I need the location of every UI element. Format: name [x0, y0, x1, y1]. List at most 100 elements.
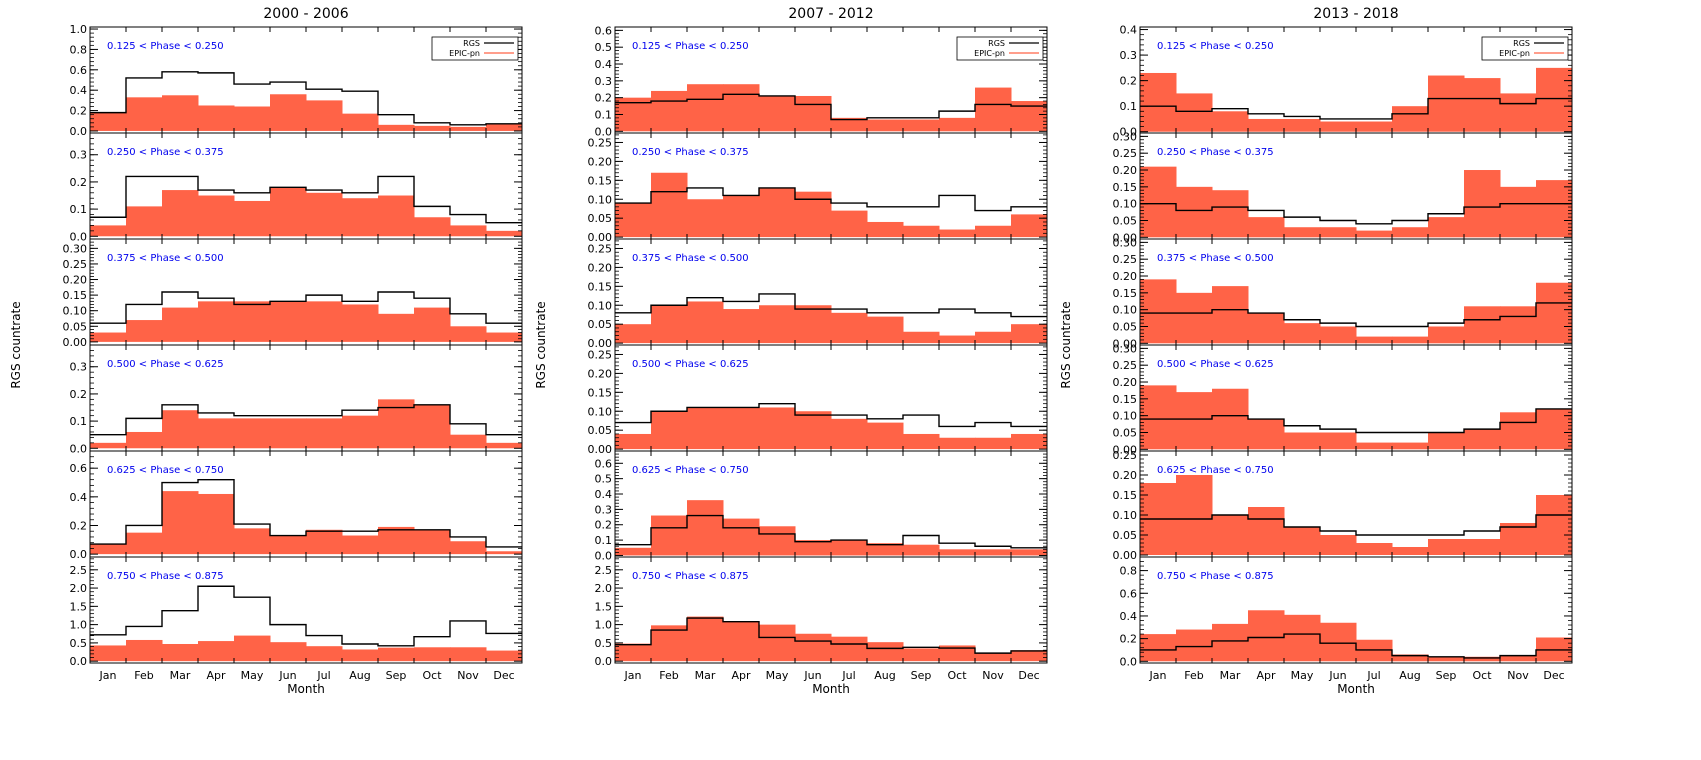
chart-grid: 2000 - 2006 RGS countrate 0.0 0.2 0.4 0.6 0.8 1… — [9, 6, 1573, 696]
legend-label-rgs: RGS — [463, 39, 480, 48]
epic-bar — [162, 410, 199, 449]
epic-bar — [1248, 610, 1285, 662]
y-tick-label: 0.5 — [70, 637, 88, 650]
epic-bar — [939, 645, 976, 662]
y-tick-label: 0.10 — [63, 305, 88, 318]
epic-bar — [687, 500, 724, 556]
epic-bar — [867, 422, 904, 450]
epic-bar — [162, 190, 199, 237]
rgs-step-line — [1140, 633, 1572, 659]
legend-label-epic: EPIC-pn — [449, 49, 480, 58]
epic-bar — [486, 230, 523, 237]
epic-bar — [1428, 75, 1465, 132]
epic-bar — [651, 172, 688, 238]
y-tick-label: 0.1 — [70, 415, 88, 428]
y-tick-label: 0.0 — [70, 442, 88, 455]
epic-bar — [723, 309, 760, 344]
epic-bar — [831, 117, 868, 132]
epic-bar — [270, 187, 307, 237]
epic-bar — [615, 324, 652, 344]
y-tick-label: 2.5 — [595, 564, 613, 577]
epic-bar — [1011, 433, 1048, 450]
y-tick-label: 0.00 — [1113, 337, 1138, 350]
rgs-step-line — [90, 585, 522, 647]
rgs-step-line — [90, 404, 522, 436]
epic-bar — [90, 332, 127, 342]
y-tick-label: 0.2 — [70, 105, 88, 118]
y-axis-label: RGS countrate — [1059, 301, 1073, 388]
rgs-step-line — [615, 617, 1047, 654]
epic-bar — [903, 225, 940, 238]
epic-bar — [450, 225, 487, 237]
y-tick-label: 0.05 — [588, 318, 613, 331]
epic-bar — [615, 433, 652, 450]
epic-bar — [687, 616, 724, 662]
epic-bar — [1320, 622, 1357, 662]
rgs-step-line — [1140, 302, 1572, 328]
epic-bar — [234, 528, 271, 555]
epic-bar — [162, 643, 199, 662]
y-tick-label: 0.25 — [63, 258, 88, 271]
epic-bar — [1356, 336, 1393, 344]
panel: 0.0 0.2 0.4 0.6 0.625 < Phase < 0.750 — [70, 450, 523, 561]
epic-bar — [414, 217, 451, 237]
x-tick-label: Nov — [1507, 669, 1529, 682]
y-tick-label: 0.15 — [588, 386, 613, 399]
x-tick-label: Dec — [1543, 669, 1564, 682]
epic-bar — [1500, 523, 1537, 555]
epic-bar — [759, 624, 796, 662]
epic-bar — [903, 119, 940, 132]
phase-label: 0.250 < Phase < 0.375 — [107, 147, 224, 158]
epic-bar — [723, 518, 760, 556]
x-tick-label: May — [766, 669, 789, 682]
epic-bar — [759, 95, 796, 132]
rgs-step-line — [615, 402, 1047, 428]
epic-bar — [342, 113, 379, 131]
x-tick-label: Oct — [947, 669, 967, 682]
panel: 0.0 0.1 0.2 0.3 0.250 < Phase < 0.375 — [70, 132, 523, 243]
epic-bar — [795, 540, 832, 556]
epic-bar — [270, 418, 307, 449]
epic-bar — [414, 404, 451, 449]
y-tick-label: 1.5 — [595, 600, 613, 613]
phase-label: 0.500 < Phase < 0.625 — [1157, 359, 1274, 370]
epic-bar — [903, 331, 940, 344]
x-tick-label: Feb — [659, 669, 678, 682]
y-tick-label: 0.6 — [595, 457, 613, 470]
epic-bar — [1248, 313, 1285, 344]
y-tick-label: 0.15 — [588, 280, 613, 293]
phase-label: 0.375 < Phase < 0.500 — [1157, 253, 1274, 264]
x-tick-label: Mar — [695, 669, 716, 682]
legend-label-epic: EPIC-pn — [974, 49, 1005, 58]
y-tick-label: 0.6 — [1120, 587, 1138, 600]
epic-bar — [1320, 432, 1357, 450]
epic-bar — [1464, 429, 1501, 450]
epic-bar — [975, 549, 1012, 556]
panel: 0.0 0.1 0.2 0.3 0.4 0.5 0.6 0.625 < Phase < 0.7… — [595, 450, 1048, 562]
epic-bar — [270, 94, 307, 131]
rgs-step-line — [1140, 202, 1572, 225]
epic-bar — [486, 650, 523, 662]
epic-bar — [90, 645, 127, 662]
epic-bar — [903, 648, 940, 662]
x-tick-label: Jul — [841, 669, 855, 682]
y-tick-label: 0.2 — [70, 176, 88, 189]
x-tick-label: Dec — [493, 669, 514, 682]
epic-bar — [198, 418, 235, 449]
rgs-step-line — [90, 291, 522, 324]
epic-bar — [378, 195, 415, 237]
epic-bar — [1212, 515, 1249, 555]
x-tick-label: Jan — [1149, 669, 1167, 682]
epic-bar — [126, 97, 163, 131]
rgs-step-line — [615, 514, 1047, 549]
epic-bar — [378, 399, 415, 449]
epic-bar — [198, 105, 235, 131]
x-tick-label: Jul — [1366, 669, 1380, 682]
epic-bar — [687, 407, 724, 450]
y-tick-label: 0.20 — [1113, 270, 1138, 283]
epic-bar — [1248, 507, 1285, 555]
phase-label: 0.250 < Phase < 0.375 — [632, 147, 749, 158]
